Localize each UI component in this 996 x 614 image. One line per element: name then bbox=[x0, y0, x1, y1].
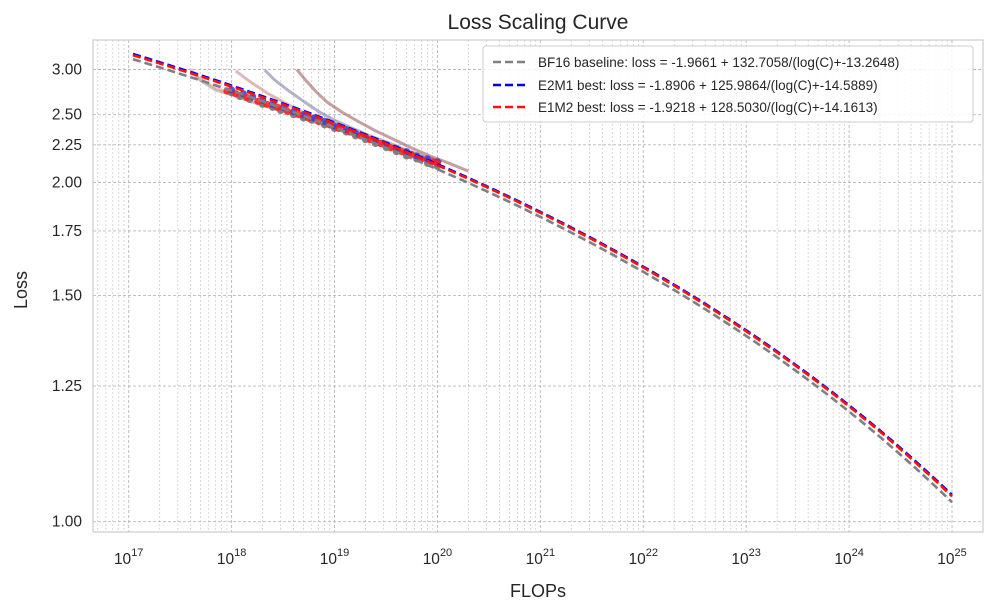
grid-minor bbox=[97, 40, 984, 532]
x-tick-label: 1022 bbox=[629, 547, 659, 568]
y-tick-label: 2.00 bbox=[52, 175, 83, 192]
plot-frame bbox=[92, 39, 984, 533]
x-tick-label: 1017 bbox=[114, 547, 144, 568]
y-axis-label: Loss bbox=[11, 271, 31, 309]
x-tick-label: 1025 bbox=[937, 547, 967, 568]
y-tick-labels: 1.00 1.25 1.50 1.75 2.00 2.25 2.50 3.00 bbox=[52, 61, 83, 530]
y-tick-label: 1.50 bbox=[52, 288, 83, 305]
x-tick-labels: 1017 1018 1019 1020 1021 1022 1023 1024 1025 bbox=[114, 547, 967, 568]
x-tick-label: 1020 bbox=[423, 547, 453, 568]
fit-line bbox=[132, 53, 953, 498]
training-curve bbox=[295, 68, 469, 173]
chart-title: Loss Scaling Curve bbox=[448, 11, 629, 34]
x-tick-label: 1023 bbox=[731, 547, 761, 568]
y-tick-label: 2.25 bbox=[52, 137, 82, 154]
y-tick-label: 1.00 bbox=[52, 514, 83, 531]
y-tick-label: 3.00 bbox=[52, 61, 83, 78]
legend-label-bf16: BF16 baseline: loss = -1.9661 + 132.7058… bbox=[538, 55, 899, 70]
y-tick-label: 1.25 bbox=[52, 378, 82, 395]
fit-line bbox=[132, 57, 953, 504]
legend: BF16 baseline: loss = -1.9661 + 132.7058… bbox=[482, 45, 974, 123]
y-tick-label: 2.50 bbox=[52, 107, 83, 124]
legend-label-e2m1: E2M1 best: loss = -1.8906 + 125.9864/(lo… bbox=[538, 78, 878, 93]
fit-lines bbox=[132, 52, 953, 504]
x-tick-label: 1018 bbox=[217, 547, 247, 568]
x-tick-label: 1019 bbox=[320, 547, 350, 568]
y-tick-label: 1.75 bbox=[52, 223, 82, 240]
x-tick-label: 1021 bbox=[526, 547, 556, 568]
legend-box bbox=[482, 45, 974, 123]
legend-label-e1m2: E1M2 best: loss = -1.9218 + 128.5030/(lo… bbox=[538, 100, 878, 115]
x-tick-label: 1024 bbox=[834, 547, 864, 568]
x-axis-label: FLOPs bbox=[510, 581, 566, 601]
